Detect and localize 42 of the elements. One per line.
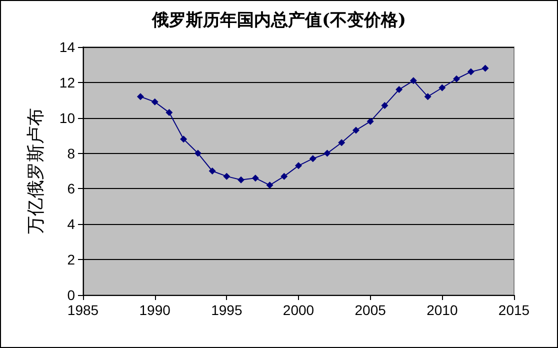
x-tick-label: 2015: [498, 302, 530, 318]
point: [151, 98, 158, 106]
point: [266, 182, 274, 189]
point: [309, 155, 316, 162]
y-tick-label: 4: [67, 216, 76, 232]
y-tick-label: 14: [59, 39, 76, 55]
y-tick-label: 6: [67, 180, 76, 197]
point: [166, 109, 173, 116]
point: [438, 84, 446, 92]
point: [352, 126, 360, 134]
point: [280, 172, 288, 180]
y-tick-label: 8: [67, 145, 76, 162]
point: [223, 172, 230, 180]
chart-title: 俄罗斯历年国内总产值(不变价格): [150, 10, 406, 30]
point: [338, 139, 346, 146]
y-tick-label: 2: [67, 252, 76, 268]
point: [238, 176, 245, 184]
point: [467, 68, 474, 76]
x-tick-label: 1990: [139, 302, 171, 318]
point: [180, 136, 188, 143]
point: [252, 174, 259, 182]
y-axis-title: 万亿俄罗斯卢布: [26, 108, 46, 234]
point: [396, 86, 403, 94]
x-tick-label: 1995: [211, 302, 242, 318]
point: [136, 93, 144, 100]
point: [194, 150, 202, 157]
point: [424, 93, 432, 100]
x-tick-label: 2010: [426, 302, 458, 318]
point: [366, 118, 374, 125]
x-tick-label: 2000: [282, 302, 314, 318]
point: [410, 77, 417, 84]
point: [482, 64, 489, 72]
point: [453, 75, 460, 82]
x-tick-label: 1985: [67, 302, 99, 318]
y-tick-label: 12: [59, 74, 76, 90]
y-tick-label: 0: [67, 287, 76, 303]
point: [381, 102, 388, 109]
point: [324, 150, 331, 157]
point: [295, 162, 302, 170]
y-tick-label: 10: [59, 110, 76, 126]
point: [208, 168, 216, 174]
x-tick-label: 2005: [354, 302, 386, 318]
